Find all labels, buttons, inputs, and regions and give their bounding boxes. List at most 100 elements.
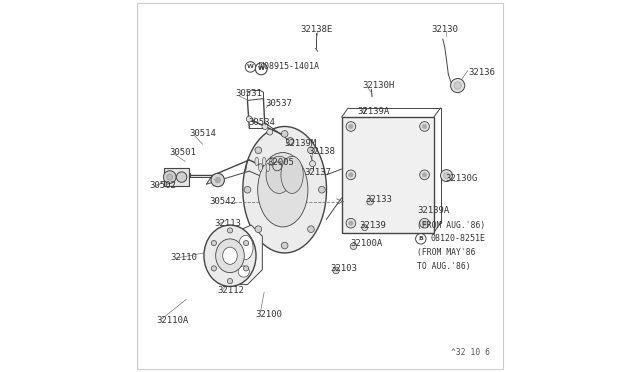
Circle shape [349,173,353,177]
Circle shape [444,173,449,179]
Circle shape [267,129,273,135]
Circle shape [227,228,232,233]
Circle shape [333,267,339,274]
Circle shape [255,226,262,232]
Text: 08120-8251E: 08120-8251E [430,234,485,243]
Circle shape [451,78,465,93]
Text: 30534: 30534 [248,118,275,126]
Ellipse shape [270,157,273,166]
Ellipse shape [255,157,259,166]
Circle shape [238,266,250,277]
Ellipse shape [266,156,292,193]
Circle shape [262,124,268,129]
Text: 32138: 32138 [308,147,335,156]
Text: 32139: 32139 [359,221,386,230]
Text: 32136: 32136 [468,68,495,77]
Text: 30531: 30531 [235,89,262,98]
Text: TO AUG.'86): TO AUG.'86) [417,262,471,271]
Circle shape [167,174,173,180]
Circle shape [422,124,427,129]
Circle shape [346,122,356,131]
Circle shape [211,173,225,187]
Text: 32110A: 32110A [156,316,189,325]
Circle shape [422,221,427,225]
Bar [164,168,189,186]
Ellipse shape [262,157,266,166]
Circle shape [177,172,187,182]
Text: W: W [258,66,265,71]
Circle shape [350,243,357,250]
Circle shape [215,177,221,183]
Circle shape [255,63,267,75]
Ellipse shape [258,153,308,227]
Circle shape [243,266,249,271]
Text: ^32 10 6: ^32 10 6 [451,348,490,357]
Circle shape [243,240,249,246]
Circle shape [282,131,288,137]
Circle shape [246,116,252,122]
Text: 30502: 30502 [149,182,176,190]
Circle shape [211,240,216,246]
Text: 32100: 32100 [255,310,282,319]
Circle shape [273,162,282,171]
Text: 32100A: 32100A [351,239,383,248]
Text: 32133: 32133 [365,195,392,203]
Circle shape [282,242,288,249]
Circle shape [287,138,294,145]
Text: 30537: 30537 [266,99,292,108]
Text: 30514: 30514 [189,129,216,138]
Text: (FROM MAY'86: (FROM MAY'86 [417,248,476,257]
Text: B: B [419,236,423,241]
Circle shape [349,221,353,225]
Circle shape [415,234,426,244]
Ellipse shape [204,225,256,286]
Circle shape [349,124,353,129]
Text: W: W [247,64,254,70]
Ellipse shape [216,239,244,273]
Text: 32138E: 32138E [300,25,332,33]
Ellipse shape [266,163,270,171]
Circle shape [310,161,316,167]
Circle shape [362,225,367,231]
Text: 30542: 30542 [209,197,236,206]
Text: 32005: 32005 [267,158,294,167]
Circle shape [422,173,427,177]
Text: 32112: 32112 [218,286,244,295]
Circle shape [420,170,429,180]
Circle shape [244,186,251,193]
Circle shape [454,82,461,89]
Circle shape [163,171,176,183]
Circle shape [420,122,429,131]
Ellipse shape [259,163,262,171]
Circle shape [308,226,314,232]
Ellipse shape [243,126,326,253]
Ellipse shape [281,156,303,193]
Circle shape [346,218,356,228]
Circle shape [211,266,216,271]
Text: 32139A: 32139A [357,107,390,116]
Circle shape [440,170,452,182]
Circle shape [255,147,262,154]
Circle shape [308,147,314,154]
Ellipse shape [238,235,253,260]
Ellipse shape [223,247,237,264]
Text: 32113: 32113 [214,219,241,228]
Text: 32139A: 32139A [417,206,450,215]
Text: 32137: 32137 [305,168,332,177]
Circle shape [346,170,356,180]
Text: 32110: 32110 [170,253,197,262]
Circle shape [420,218,429,228]
Polygon shape [225,225,262,285]
Text: 32130H: 32130H [363,81,395,90]
Circle shape [319,186,325,193]
Text: (FROM AUG.'86): (FROM AUG.'86) [417,221,486,230]
Circle shape [367,198,374,205]
Text: 32103: 32103 [330,264,357,273]
Text: 32130: 32130 [431,25,458,33]
Circle shape [245,62,255,72]
Text: W08915-1401A: W08915-1401A [259,62,319,71]
Bar [342,117,434,232]
Text: 32139M: 32139M [285,139,317,148]
Text: 32130G: 32130G [445,174,478,183]
Circle shape [227,278,232,283]
